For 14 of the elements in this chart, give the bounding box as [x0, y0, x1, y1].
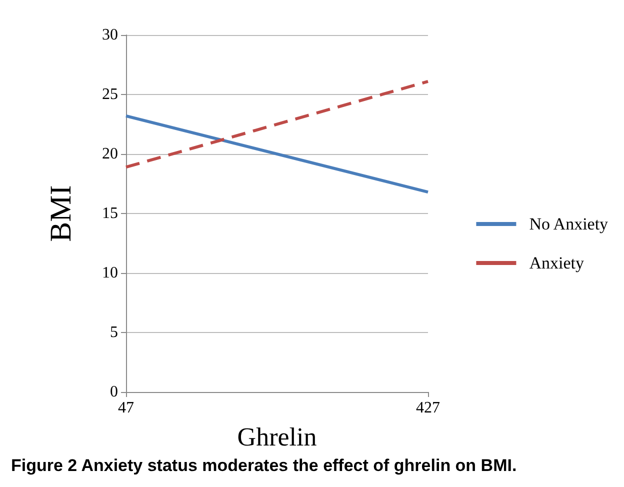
y-tick-label: 30 — [102, 26, 118, 44]
text: Figure 2 Anxiety status moderates the effect of ghrelin on BMI. — [11, 456, 517, 475]
y-tick-label: 5 — [110, 324, 118, 341]
y-axis-title: BMI — [44, 185, 78, 242]
legend-label: No Anxiety — [529, 214, 609, 234]
y-tick-label: 10 — [102, 264, 118, 282]
y-tick-label: 25 — [102, 86, 118, 103]
x-axis-title: Ghrelin — [237, 422, 317, 452]
x-tick-label: 47 — [118, 400, 134, 416]
y-tick-label: 15 — [102, 205, 118, 222]
legend-label: Anxiety — [529, 254, 584, 272]
x-tick-label: 427 — [416, 400, 440, 416]
y-tick-label: 0 — [110, 384, 118, 400]
y-tick-label: 20 — [102, 146, 118, 162]
